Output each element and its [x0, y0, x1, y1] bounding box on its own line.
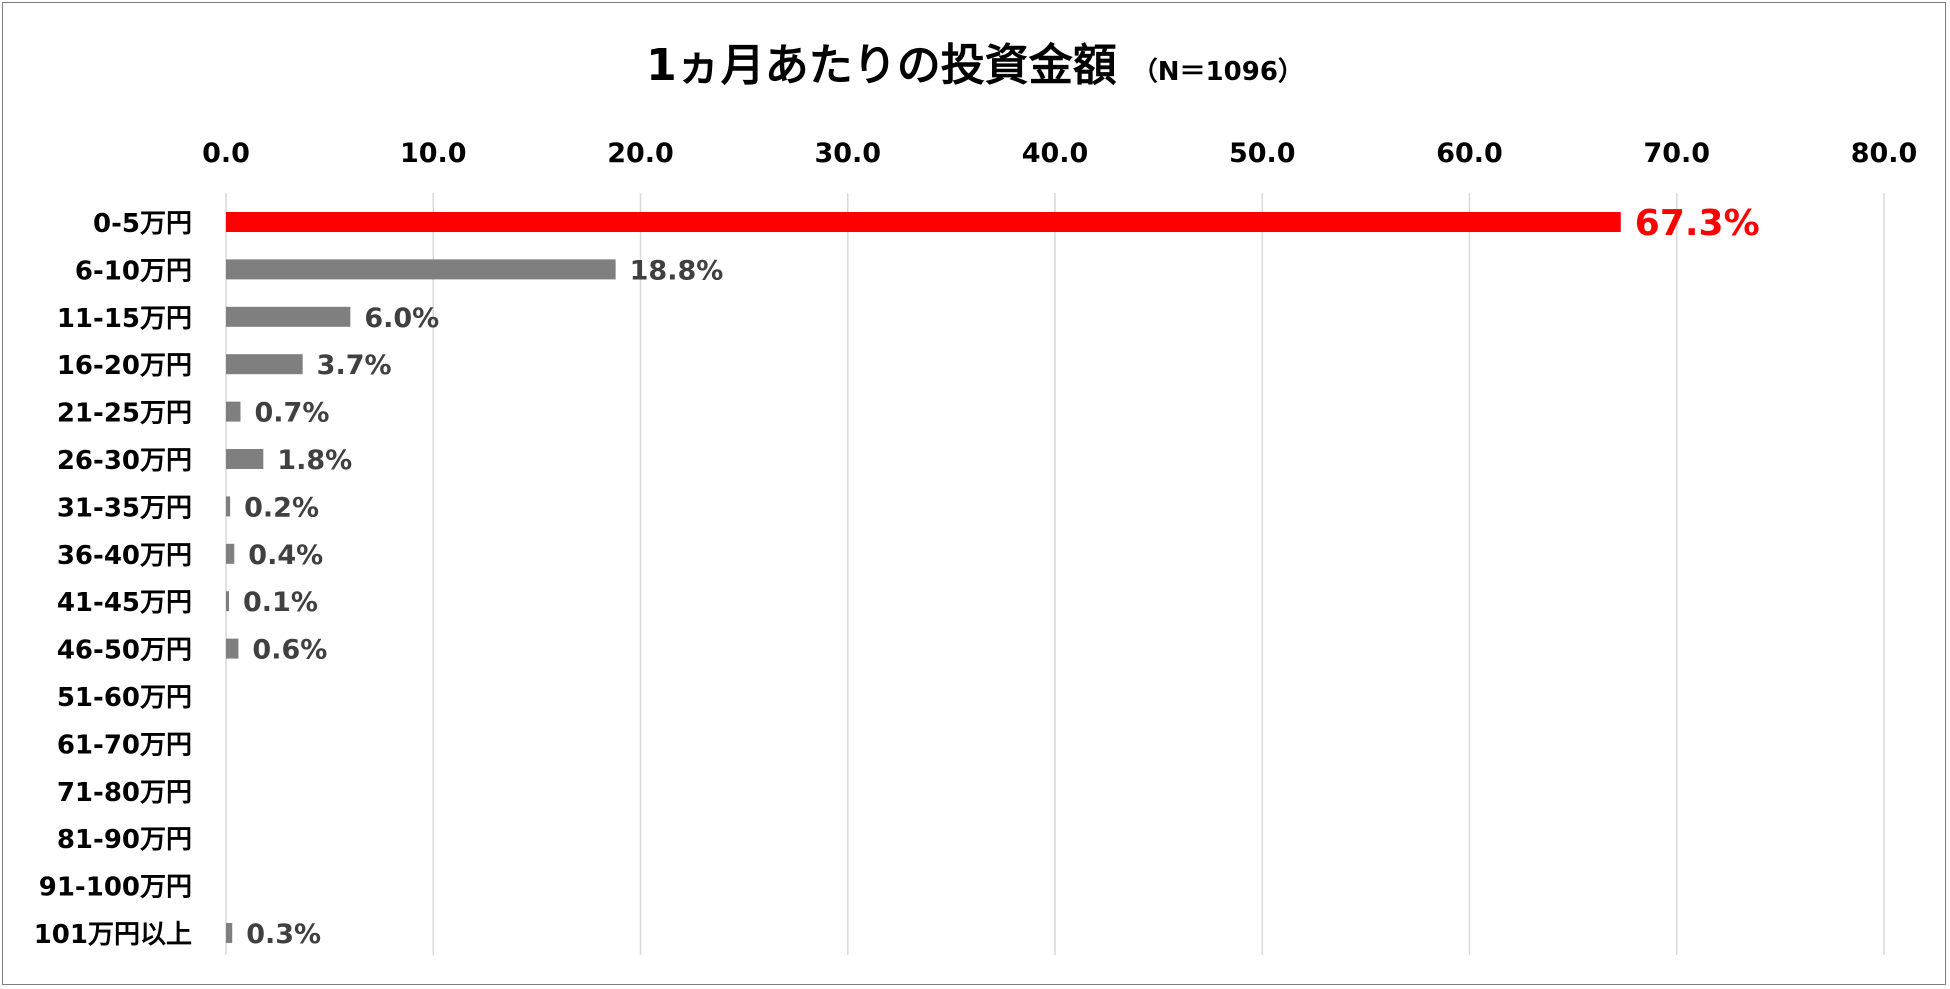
- bar: [226, 354, 303, 375]
- bar: [226, 401, 241, 422]
- category-label: 16-20万円: [57, 351, 192, 381]
- bar: [226, 638, 239, 659]
- category-label: 26-30万円: [57, 446, 192, 476]
- category-label: 31-35万円: [57, 493, 192, 523]
- x-tick-label: 70.0: [1643, 138, 1710, 169]
- x-tick-label: 60.0: [1436, 138, 1503, 169]
- bars: [226, 212, 1621, 943]
- bar: [226, 306, 351, 327]
- value-label: 0.1%: [243, 587, 318, 618]
- value-label: 3.7%: [317, 350, 392, 381]
- category-label: 81-90万円: [57, 825, 192, 855]
- grid-lines: [225, 193, 1885, 955]
- x-tick-label: 20.0: [607, 138, 674, 169]
- category-label: 71-80万円: [57, 778, 192, 808]
- category-label: 101万円以上: [34, 920, 192, 950]
- chart-title: 1ヵ月あたりの投資金額 （N＝1096）: [646, 40, 1304, 91]
- category-labels: 0-5万円 6-10万円 11-15万円 16-20万円 21-25万円 26-30万円 3…: [34, 209, 192, 950]
- value-label: 0.6%: [252, 635, 327, 666]
- value-label: 67.3%: [1635, 203, 1760, 244]
- category-label: 6-10万円: [75, 256, 192, 286]
- bar: [226, 591, 229, 612]
- x-axis-ticks: 0.0 10.0 20.0 30.0 40.0 50.0 60.0 70.0 80.0: [202, 138, 1917, 169]
- bar: [226, 543, 235, 564]
- value-label: 0.4%: [248, 540, 323, 571]
- bar-highlight: [226, 212, 1621, 232]
- category-label: 61-70万円: [57, 730, 192, 760]
- value-label: 0.3%: [246, 919, 321, 950]
- category-label: 91-100万円: [39, 873, 192, 903]
- category-label: 51-60万円: [57, 683, 192, 713]
- value-labels: 67.3% 18.8% 6.0% 3.7% 0.7% 1.8% 0.2% 0.4% 0.1% 0.…: [243, 203, 1760, 950]
- x-tick-label: 10.0: [400, 138, 467, 169]
- value-label: 0.7%: [255, 398, 330, 429]
- chart-title-sub: （N＝1096）: [1132, 57, 1304, 87]
- category-label: 21-25万円: [57, 399, 192, 429]
- x-tick-label: 30.0: [814, 138, 881, 169]
- bar: [226, 259, 616, 280]
- value-label: 18.8%: [630, 255, 724, 286]
- value-label: 1.8%: [277, 445, 352, 476]
- x-tick-label: 80.0: [1851, 138, 1918, 169]
- bar: [226, 449, 264, 469]
- x-tick-label: 0.0: [202, 138, 250, 169]
- x-tick-label: 40.0: [1022, 138, 1089, 169]
- x-tick-label: 50.0: [1229, 138, 1296, 169]
- category-label: 46-50万円: [57, 636, 192, 666]
- value-label: 6.0%: [364, 303, 439, 334]
- category-label: 36-40万円: [57, 541, 192, 571]
- bar: [226, 923, 233, 943]
- category-label: 11-15万円: [57, 304, 192, 334]
- category-label: 0-5万円: [93, 209, 192, 239]
- category-label: 41-45万円: [57, 588, 192, 618]
- chart-title-main: 1ヵ月あたりの投資金額: [646, 40, 1117, 91]
- bar: [226, 496, 231, 517]
- value-label: 0.2%: [244, 492, 319, 523]
